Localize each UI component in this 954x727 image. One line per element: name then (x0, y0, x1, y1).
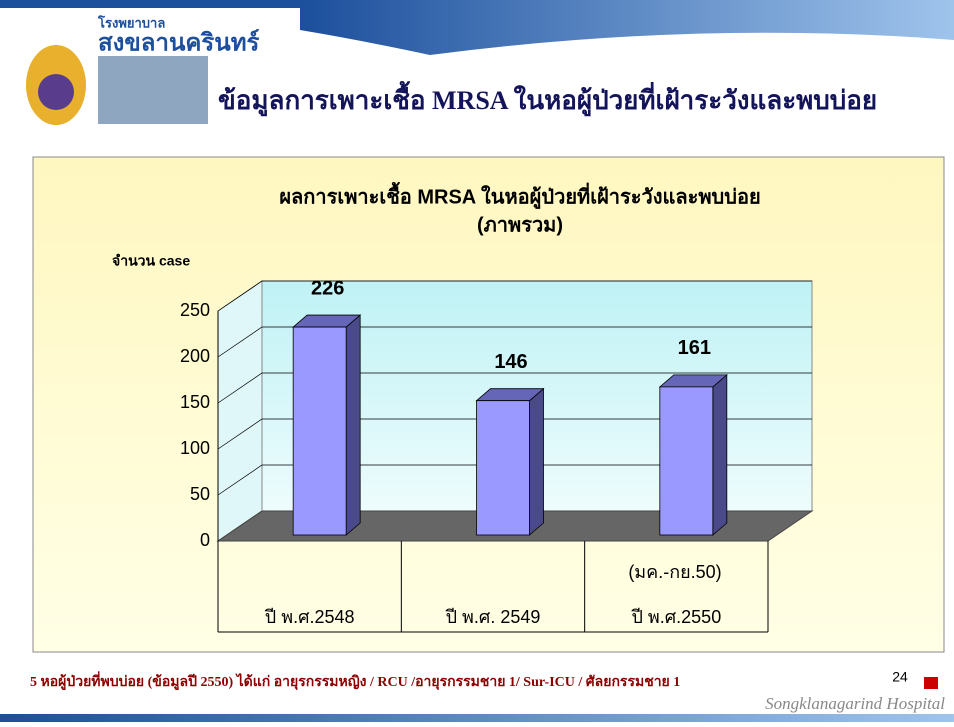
header-strip (0, 0, 300, 8)
bar (476, 400, 530, 536)
x-tick-label: ปี พ.ศ. 2549 (445, 607, 540, 627)
chart-subtitle: (ภาพรวม) (477, 214, 563, 236)
value-label: 226 (311, 277, 344, 299)
brand: Songklanagarind Hospital (765, 694, 945, 713)
y-axis-label: จำนวน case (112, 253, 190, 269)
grid-line (217, 418, 812, 450)
y-tick-label: 150 (180, 392, 210, 412)
bar-side (345, 314, 361, 536)
hospital-name: สงขลานครินทร์ (98, 28, 260, 56)
chart-title: ผลการเพาะเชื้อ MRSA ในหอผู้ป่วยที่เฝ้าระ… (279, 181, 760, 210)
page-number: 24 (892, 669, 908, 685)
y-tick-label: 0 (200, 530, 210, 550)
header-band (300, 0, 954, 55)
slide-title: ข้อมูลการเพาะเชื้อ MRSA ในหอผู้ป่วยที่เฝ… (218, 80, 877, 117)
grid-line (217, 326, 812, 358)
hospital-small: โรงพยาบาล (97, 14, 165, 30)
y-tick-label: 250 (180, 300, 210, 320)
grid-line (217, 464, 812, 496)
y-tick-label: 50 (190, 484, 210, 504)
value-label: 146 (494, 351, 527, 373)
y-tick-label: 200 (180, 346, 210, 366)
bar (292, 326, 347, 536)
y-tick-label: 100 (180, 438, 210, 458)
value-label: 161 (678, 337, 711, 359)
footer-band (0, 714, 954, 722)
footer-note: 5 หอผู้ป่วยที่พบบ่อย (ข้อมูลปี 2550) ได้… (30, 671, 680, 690)
icon (924, 677, 938, 689)
side-wall (217, 280, 263, 542)
bar-side (529, 387, 544, 536)
bar-side (712, 374, 728, 536)
grid-line (217, 372, 812, 404)
building-photo (98, 56, 208, 124)
category-note: (มค.-กย.50) (628, 562, 721, 582)
bar (659, 386, 714, 536)
logo-seal (38, 74, 74, 110)
x-tick-label: ปี พ.ศ.2548 (264, 607, 354, 627)
x-tick-label: ปี พ.ศ.2550 (631, 607, 721, 627)
grid-line (217, 280, 812, 312)
